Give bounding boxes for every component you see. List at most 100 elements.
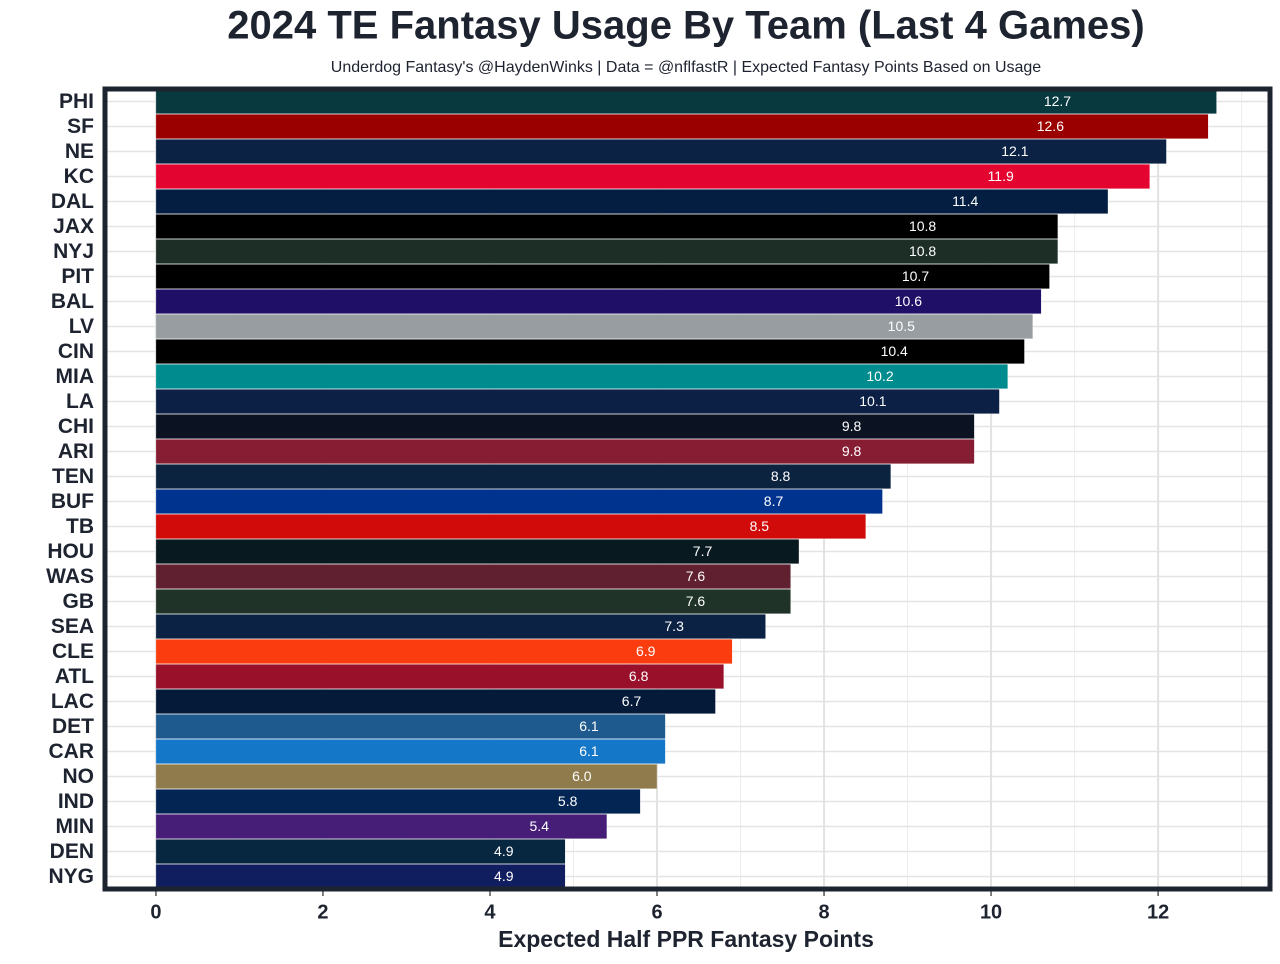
y-tick-label: SF xyxy=(67,115,94,138)
value-label: 10.8 xyxy=(909,218,936,234)
bar xyxy=(155,514,866,539)
value-label: 12.1 xyxy=(1001,143,1028,159)
value-label: 10.7 xyxy=(902,268,929,284)
y-tick-label: JAX xyxy=(53,215,94,238)
value-label: 6.8 xyxy=(629,668,649,684)
y-tick-label: KC xyxy=(64,165,94,188)
value-label: 12.6 xyxy=(1037,118,1064,134)
value-label: 6.0 xyxy=(572,768,592,784)
chart-subtitle: Underdog Fantasy's @HaydenWinks | Data =… xyxy=(331,59,1042,76)
value-label: 9.8 xyxy=(842,443,862,459)
bar xyxy=(155,214,1059,239)
value-label: 11.9 xyxy=(988,168,1014,184)
value-label: 10.2 xyxy=(866,368,893,384)
value-label: 10.5 xyxy=(888,318,915,334)
y-tick-label: NE xyxy=(65,140,94,163)
bar xyxy=(155,239,1059,264)
y-tick-label: WAS xyxy=(46,565,94,588)
value-label: 10.8 xyxy=(909,243,936,259)
bar xyxy=(155,314,1033,339)
y-tick-label: HOU xyxy=(47,540,94,563)
bar xyxy=(155,589,791,614)
value-label: 5.8 xyxy=(558,793,578,809)
y-tick-label: BAL xyxy=(51,290,94,313)
y-tick-label: DAL xyxy=(51,190,94,213)
value-label: 6.7 xyxy=(622,693,642,709)
y-tick-label: MIA xyxy=(56,365,95,388)
x-tick-label: 4 xyxy=(484,901,496,923)
bar xyxy=(155,864,566,889)
y-tick-label: SEA xyxy=(51,615,94,638)
x-tick-label: 10 xyxy=(980,901,1002,923)
value-label: 6.1 xyxy=(579,743,599,759)
bar xyxy=(155,189,1109,214)
y-tick-label: CLE xyxy=(52,640,94,663)
value-label: 8.7 xyxy=(764,493,784,509)
value-label: 9.8 xyxy=(842,418,862,434)
value-label: 10.6 xyxy=(895,293,922,309)
y-tick-label: DET xyxy=(52,715,94,738)
bar xyxy=(155,264,1050,289)
value-label: 6.9 xyxy=(636,643,656,659)
x-tick-label: 2 xyxy=(317,901,328,923)
bar xyxy=(155,289,1042,314)
bar xyxy=(155,814,608,839)
y-tick-label: NYG xyxy=(48,865,94,888)
bar xyxy=(155,139,1167,164)
value-label: 7.3 xyxy=(664,618,684,634)
x-tick-label: 0 xyxy=(150,901,161,923)
value-label: 6.1 xyxy=(579,718,599,734)
bar xyxy=(155,364,1008,389)
y-tick-label: LA xyxy=(66,390,94,413)
y-tick-label: PIT xyxy=(61,265,94,288)
bar xyxy=(155,339,1025,364)
y-tick-label: NO xyxy=(63,765,95,788)
bar xyxy=(155,464,892,489)
y-tick-label: CAR xyxy=(49,740,95,763)
bar xyxy=(155,489,883,514)
y-tick-label: CHI xyxy=(58,415,94,438)
x-tick-label: 8 xyxy=(818,901,829,923)
value-label: 4.9 xyxy=(494,843,514,859)
y-tick-label: ARI xyxy=(58,440,94,463)
bar xyxy=(155,739,666,764)
x-tick-label: 12 xyxy=(1147,901,1169,923)
bar xyxy=(155,389,1000,414)
y-tick-label: DEN xyxy=(50,840,94,863)
x-tick-label: 6 xyxy=(651,901,662,923)
bar xyxy=(155,639,733,664)
value-label: 5.4 xyxy=(530,818,550,834)
y-tick-label: TEN xyxy=(52,465,94,488)
y-tick-label: CIN xyxy=(58,340,94,363)
bar xyxy=(155,664,724,689)
bar xyxy=(155,539,800,564)
bar xyxy=(155,689,716,714)
bar xyxy=(155,164,1150,189)
y-tick-label: GB xyxy=(63,590,95,613)
value-label: 7.6 xyxy=(686,593,706,609)
y-tick-label: LAC xyxy=(51,690,94,713)
panel-border xyxy=(102,86,1273,892)
value-label: 7.7 xyxy=(693,543,713,559)
y-tick-label: LV xyxy=(69,315,94,338)
bar xyxy=(155,414,975,439)
value-label: 10.4 xyxy=(881,343,908,359)
y-tick-label: MIN xyxy=(56,815,95,838)
bar xyxy=(155,114,1209,139)
chart-title: 2024 TE Fantasy Usage By Team (Last 4 Ga… xyxy=(227,4,1144,48)
value-label: 8.5 xyxy=(750,518,770,534)
value-label: 4.9 xyxy=(494,868,514,884)
bar xyxy=(155,564,791,589)
bar xyxy=(155,789,641,814)
bar xyxy=(155,839,566,864)
bar xyxy=(155,764,658,789)
x-axis-title: Expected Half PPR Fantasy Points xyxy=(498,926,874,952)
value-label: 12.7 xyxy=(1044,93,1071,109)
bar xyxy=(155,614,766,639)
value-label: 10.1 xyxy=(859,393,886,409)
y-tick-label: PHI xyxy=(59,90,94,113)
value-label: 8.8 xyxy=(771,468,791,484)
y-tick-label: BUF xyxy=(51,490,94,513)
bar xyxy=(155,714,666,739)
